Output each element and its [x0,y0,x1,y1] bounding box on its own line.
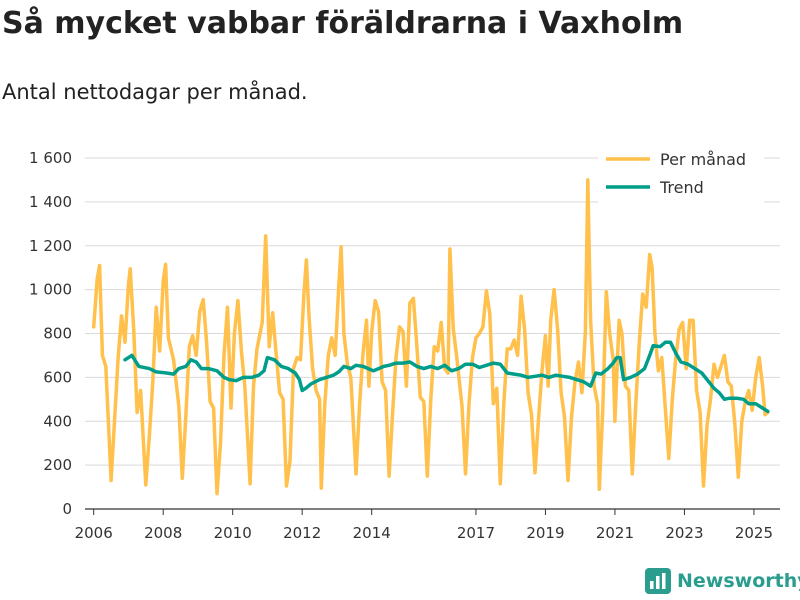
x-tick-label: 2021 [596,524,634,542]
x-axis-ticks: 2006 2008 2010 2012 2014 2017 2019 2021 2023 2025 [75,509,773,542]
y-tick-label: 1 400 [29,193,72,211]
legend-background [598,147,764,203]
y-tick-label: 600 [43,368,72,386]
series-lines [91,178,770,496]
chart-title: Så mycket vabbar föräldrarna i Vaxholm [2,6,684,41]
y-tick-label: 0 [62,500,72,518]
newsworthy-logo: Newsworthy [645,568,800,594]
x-tick-label: 2014 [353,524,391,542]
y-axis-ticks: 0 200 400 600 800 1 000 1 200 1 400 1 600 [29,149,72,518]
x-tick-label: 2010 [214,524,252,542]
grid-lines [85,157,780,510]
brand-name: Newsworthy [677,570,800,592]
x-tick-label: 2017 [457,524,495,542]
x-tick-label: 2008 [144,524,182,542]
x-tick-label: 2012 [283,524,321,542]
x-tick-label: 2006 [75,524,113,542]
y-tick-label: 800 [43,325,72,343]
legend-label-per-manad: Per månad [660,150,746,169]
x-tick-label: 2019 [526,524,564,542]
y-tick-label: 400 [43,412,72,430]
series-line-per-manad [91,178,770,496]
series-line-trend [123,340,770,414]
legend: Per månad Trend [598,147,764,203]
y-tick-label: 1 000 [29,281,72,299]
bar-chart-icon [645,568,671,594]
y-tick-label: 200 [43,456,72,474]
legend-label-trend: Trend [659,178,704,197]
y-tick-label: 1 200 [29,237,72,255]
x-tick-label: 2023 [665,524,703,542]
x-tick-label: 2025 [735,524,773,542]
y-tick-label: 1 600 [29,149,72,167]
chart-subtitle: Antal nettodagar per månad. [2,80,308,104]
